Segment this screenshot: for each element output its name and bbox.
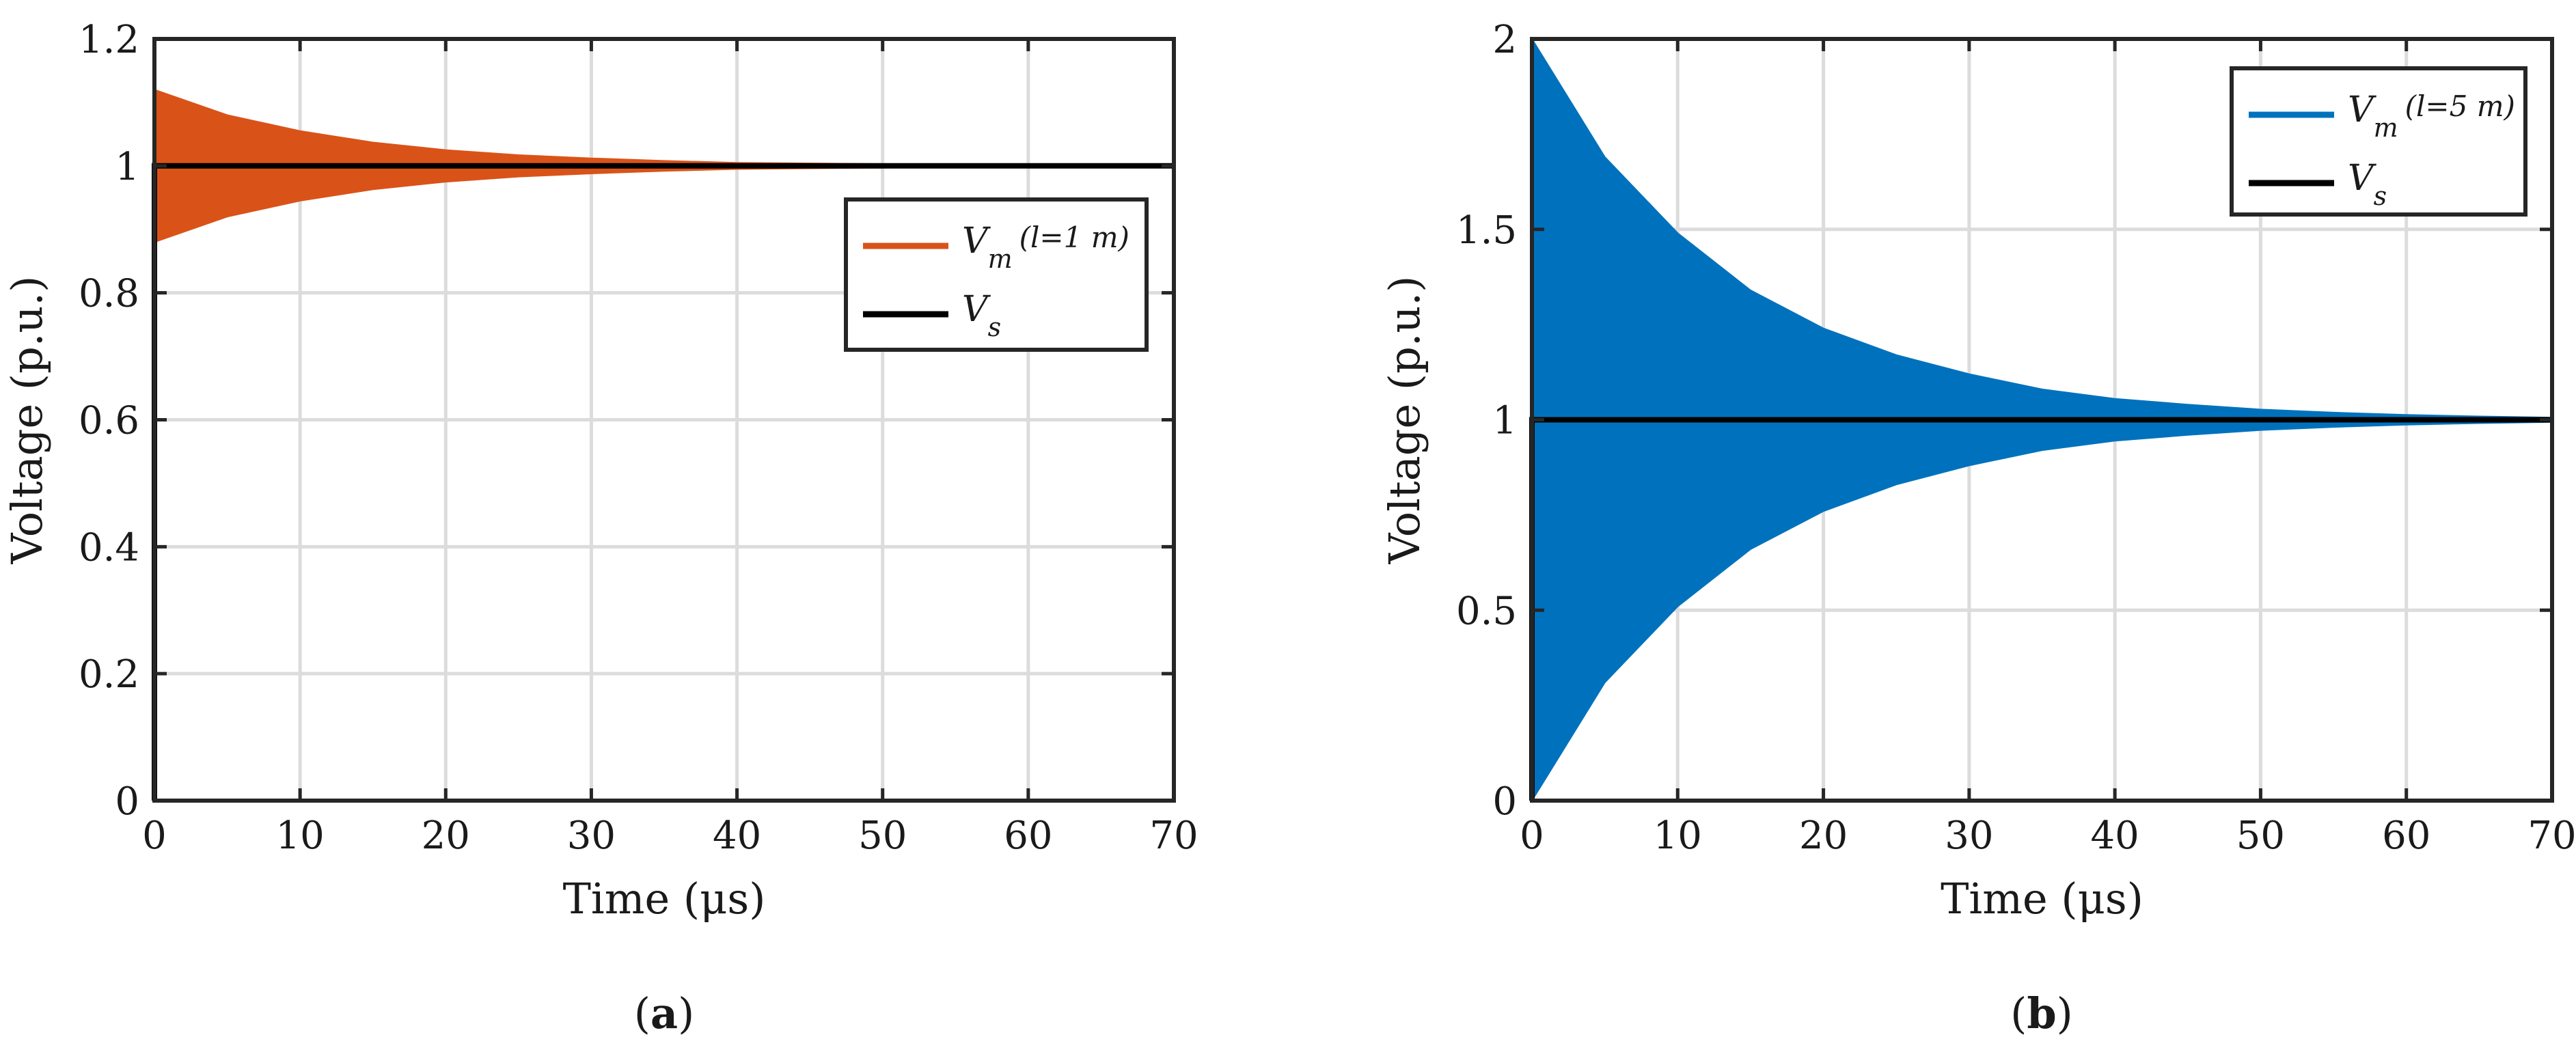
chart-1-y-tick-label: 0 [115, 779, 139, 824]
chart-1-y-axis-label: Voltage (p.u.) [2, 276, 52, 565]
chart-2: 0 10 20 30 40 50 60 70 0 0.5 1 1.5 2 Time (μs) Voltage… [1380, 18, 2576, 1038]
chart-2-x-tick-label: 40 [2091, 814, 2139, 858]
chart-2-y-tick-label: 2 [1492, 18, 1517, 62]
chart-2-legend-entry-2: Vs [2348, 158, 2387, 211]
chart-1-legend-entry-1: Vm(l=1 m) [962, 221, 1129, 274]
legend-symbol: V [2348, 89, 2376, 130]
legend-subscript: s [2374, 181, 2387, 211]
chart-1-x-tick-label: 10 [276, 814, 325, 858]
legend-subscript: m [2374, 113, 2398, 143]
chart-1-x-tick-label: 30 [567, 814, 616, 858]
chart-1-legend: Vm(l=1 m)Vs [844, 197, 1149, 352]
chart-1-panel-caption: (a) [634, 988, 695, 1038]
chart-1-legend-box [844, 197, 1149, 352]
legend-subscript: m [988, 244, 1013, 274]
chart-2-x-tick-label: 30 [1945, 814, 1993, 858]
chart-1-y-tick-label: 0.6 [79, 399, 139, 443]
chart-1-legend-entry-2: Vs [962, 289, 1001, 342]
chart-1-x-axis-label: Time (μs) [563, 874, 766, 924]
chart-2-y-axis-label: Voltage (p.u.) [1380, 276, 1429, 565]
chart-2-y-tick-label: 0.5 [1456, 589, 1517, 633]
legend-symbol: V [962, 221, 991, 262]
chart-2-legend: Vm(l=5 m)Vs [2230, 66, 2527, 217]
chart-1-y-tick-label: 0.8 [79, 272, 139, 316]
chart-2-y-tick-label: 1.5 [1456, 208, 1517, 253]
chart-2-legend-box [2230, 66, 2527, 217]
legend-symbol: V [962, 289, 991, 330]
chart-1-y-tick-label: 1.2 [79, 18, 139, 62]
chart-2-panel-caption: (b) [2010, 988, 2073, 1038]
chart-2-y-tick-label: 0 [1492, 779, 1517, 824]
legend-length: (l=1 m) [1019, 221, 1129, 254]
chart-1-y-tick-label: 0.2 [79, 652, 139, 697]
legend-symbol: V [2348, 158, 2376, 199]
chart-1: 0 10 20 30 40 50 60 70 0 0.2 0.4 0.6 0.8 1 1.2 Time (μs… [2, 18, 1198, 1038]
chart-2-x-tick-label: 20 [1799, 814, 1848, 858]
chart-1-x-tick-label: 0 [142, 814, 167, 858]
legend-subscript: s [988, 312, 1002, 342]
chart-2-legend-entry-1: Vm(l=5 m) [2348, 89, 2515, 143]
chart-2-x-tick-label: 50 [2236, 814, 2285, 858]
chart-2-x-tick-label: 0 [1520, 814, 1544, 858]
chart-2-y-tick-label: 1 [1492, 399, 1517, 443]
chart-1-y-tick-label: 0.4 [79, 525, 139, 570]
chart-1-y-tick-label: 1 [115, 145, 139, 189]
chart-1-x-tick-label: 40 [713, 814, 761, 858]
chart-2-x-axis-label: Time (μs) [1941, 874, 2143, 924]
chart-2-x-tick-label: 60 [2382, 814, 2430, 858]
chart-2-x-tick-label: 70 [2527, 814, 2576, 858]
legend-length: (l=5 m) [2405, 89, 2515, 123]
chart-1-x-tick-label: 20 [422, 814, 470, 858]
chart-1-x-tick-label: 50 [858, 814, 907, 858]
chart-1-x-tick-label: 70 [1149, 814, 1198, 858]
chart-1-x-tick-label: 60 [1004, 814, 1052, 858]
chart-2-x-tick-label: 10 [1654, 814, 1702, 858]
